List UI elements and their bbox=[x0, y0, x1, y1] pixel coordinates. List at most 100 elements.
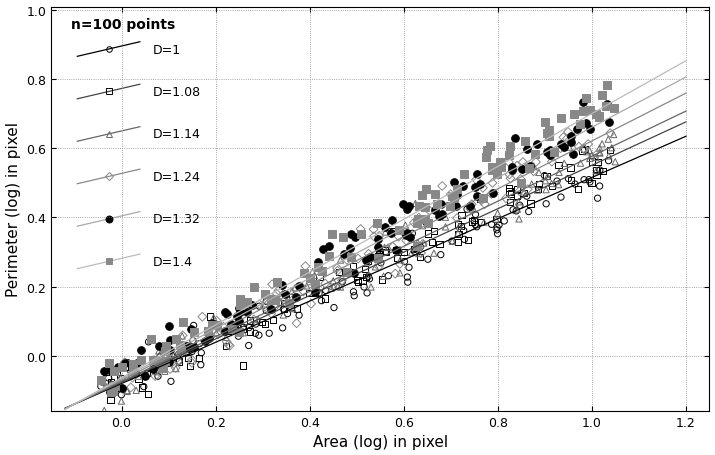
Point bbox=[464, 203, 475, 210]
Point bbox=[603, 136, 614, 143]
Point bbox=[323, 243, 335, 250]
Point bbox=[402, 279, 413, 286]
Point bbox=[492, 210, 503, 217]
Point bbox=[119, 359, 130, 367]
Point bbox=[446, 193, 458, 201]
Point bbox=[528, 163, 539, 171]
Point bbox=[98, 368, 109, 375]
Point bbox=[532, 141, 543, 148]
Point bbox=[379, 248, 390, 255]
Point bbox=[531, 159, 542, 166]
Point bbox=[373, 252, 385, 259]
Point bbox=[227, 326, 238, 334]
Point bbox=[164, 353, 176, 360]
Point bbox=[286, 288, 297, 295]
Point bbox=[498, 218, 510, 225]
Point bbox=[584, 156, 596, 163]
Point bbox=[532, 187, 543, 194]
Point bbox=[361, 257, 373, 264]
Point bbox=[440, 224, 451, 231]
Point bbox=[232, 327, 244, 334]
Point bbox=[413, 215, 425, 222]
Point bbox=[347, 263, 358, 270]
Point bbox=[187, 337, 199, 344]
Point bbox=[188, 322, 199, 329]
Point bbox=[561, 136, 573, 143]
Point bbox=[105, 389, 117, 396]
Point bbox=[430, 191, 441, 198]
Point bbox=[584, 107, 596, 114]
Point bbox=[540, 119, 551, 126]
Point bbox=[546, 183, 558, 191]
Point bbox=[226, 320, 237, 328]
Point bbox=[157, 360, 168, 367]
Point bbox=[451, 215, 463, 222]
Point bbox=[127, 361, 139, 368]
Point bbox=[373, 255, 384, 263]
Point bbox=[277, 324, 288, 332]
Point bbox=[435, 252, 446, 259]
Point bbox=[233, 318, 245, 325]
Point bbox=[521, 193, 533, 200]
Point bbox=[407, 230, 418, 238]
Point bbox=[111, 368, 122, 375]
Point bbox=[495, 164, 507, 171]
Point bbox=[542, 173, 553, 181]
Point bbox=[479, 201, 490, 208]
Point bbox=[504, 199, 516, 206]
Text: D=1.14: D=1.14 bbox=[153, 128, 201, 141]
Point bbox=[207, 320, 218, 327]
Point bbox=[212, 331, 224, 338]
Point bbox=[403, 203, 415, 210]
Point bbox=[304, 274, 315, 282]
Point bbox=[539, 172, 551, 180]
Point bbox=[390, 270, 401, 278]
Point bbox=[159, 368, 171, 375]
Point bbox=[290, 284, 301, 292]
Point bbox=[103, 374, 114, 382]
Point bbox=[571, 126, 583, 134]
Point bbox=[117, 384, 128, 392]
Point bbox=[516, 167, 528, 174]
Point bbox=[207, 322, 218, 329]
Point bbox=[553, 169, 565, 177]
Point bbox=[402, 274, 413, 281]
Point bbox=[275, 299, 287, 307]
Point bbox=[447, 238, 458, 246]
Point bbox=[157, 364, 169, 372]
Point bbox=[368, 226, 379, 233]
Point bbox=[492, 231, 503, 238]
Point bbox=[462, 237, 473, 244]
Point bbox=[141, 370, 152, 377]
Point bbox=[415, 253, 426, 261]
Point bbox=[137, 384, 148, 391]
Point bbox=[295, 283, 307, 290]
Point bbox=[491, 171, 503, 178]
Point bbox=[287, 296, 299, 303]
Point bbox=[154, 354, 166, 361]
Point bbox=[135, 346, 147, 354]
Point bbox=[188, 343, 199, 350]
Point bbox=[512, 206, 523, 213]
Point bbox=[196, 349, 207, 357]
Point bbox=[278, 300, 290, 307]
Point bbox=[260, 300, 271, 308]
Point bbox=[363, 271, 375, 278]
Point bbox=[583, 147, 595, 155]
Point bbox=[291, 320, 302, 327]
Point bbox=[181, 343, 192, 350]
Point bbox=[593, 159, 604, 167]
Point bbox=[220, 334, 232, 341]
Point bbox=[327, 278, 339, 285]
Point bbox=[220, 308, 231, 316]
Point bbox=[526, 181, 538, 188]
Point bbox=[596, 92, 607, 100]
Point bbox=[360, 274, 372, 281]
Point bbox=[310, 290, 321, 297]
Point bbox=[243, 342, 255, 349]
Point bbox=[548, 149, 559, 157]
Point bbox=[503, 159, 515, 166]
Point bbox=[543, 127, 555, 134]
Point bbox=[451, 186, 463, 193]
Point bbox=[345, 253, 357, 261]
